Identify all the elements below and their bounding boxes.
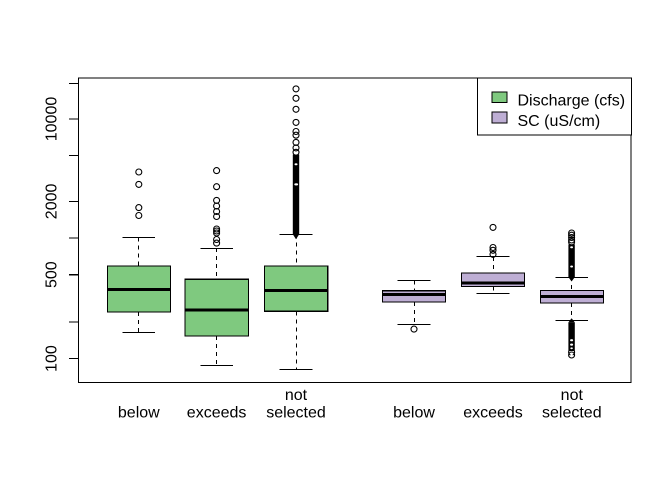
svg-text:below: below	[118, 404, 160, 421]
svg-text:SC (uS/cm): SC (uS/cm)	[518, 113, 601, 130]
svg-text:exceeds: exceeds	[463, 404, 523, 421]
svg-text:not: not	[561, 387, 584, 404]
svg-text:not: not	[285, 387, 308, 404]
svg-text:selected: selected	[266, 404, 326, 421]
svg-text:2000: 2000	[44, 184, 61, 220]
svg-text:below: below	[393, 404, 435, 421]
svg-text:exceeds: exceeds	[187, 404, 247, 421]
svg-text:500: 500	[44, 261, 61, 288]
svg-text:Discharge (cfs): Discharge (cfs)	[518, 93, 626, 110]
svg-text:10000: 10000	[44, 97, 61, 142]
svg-text:selected: selected	[542, 404, 602, 421]
svg-text:100: 100	[44, 345, 61, 372]
